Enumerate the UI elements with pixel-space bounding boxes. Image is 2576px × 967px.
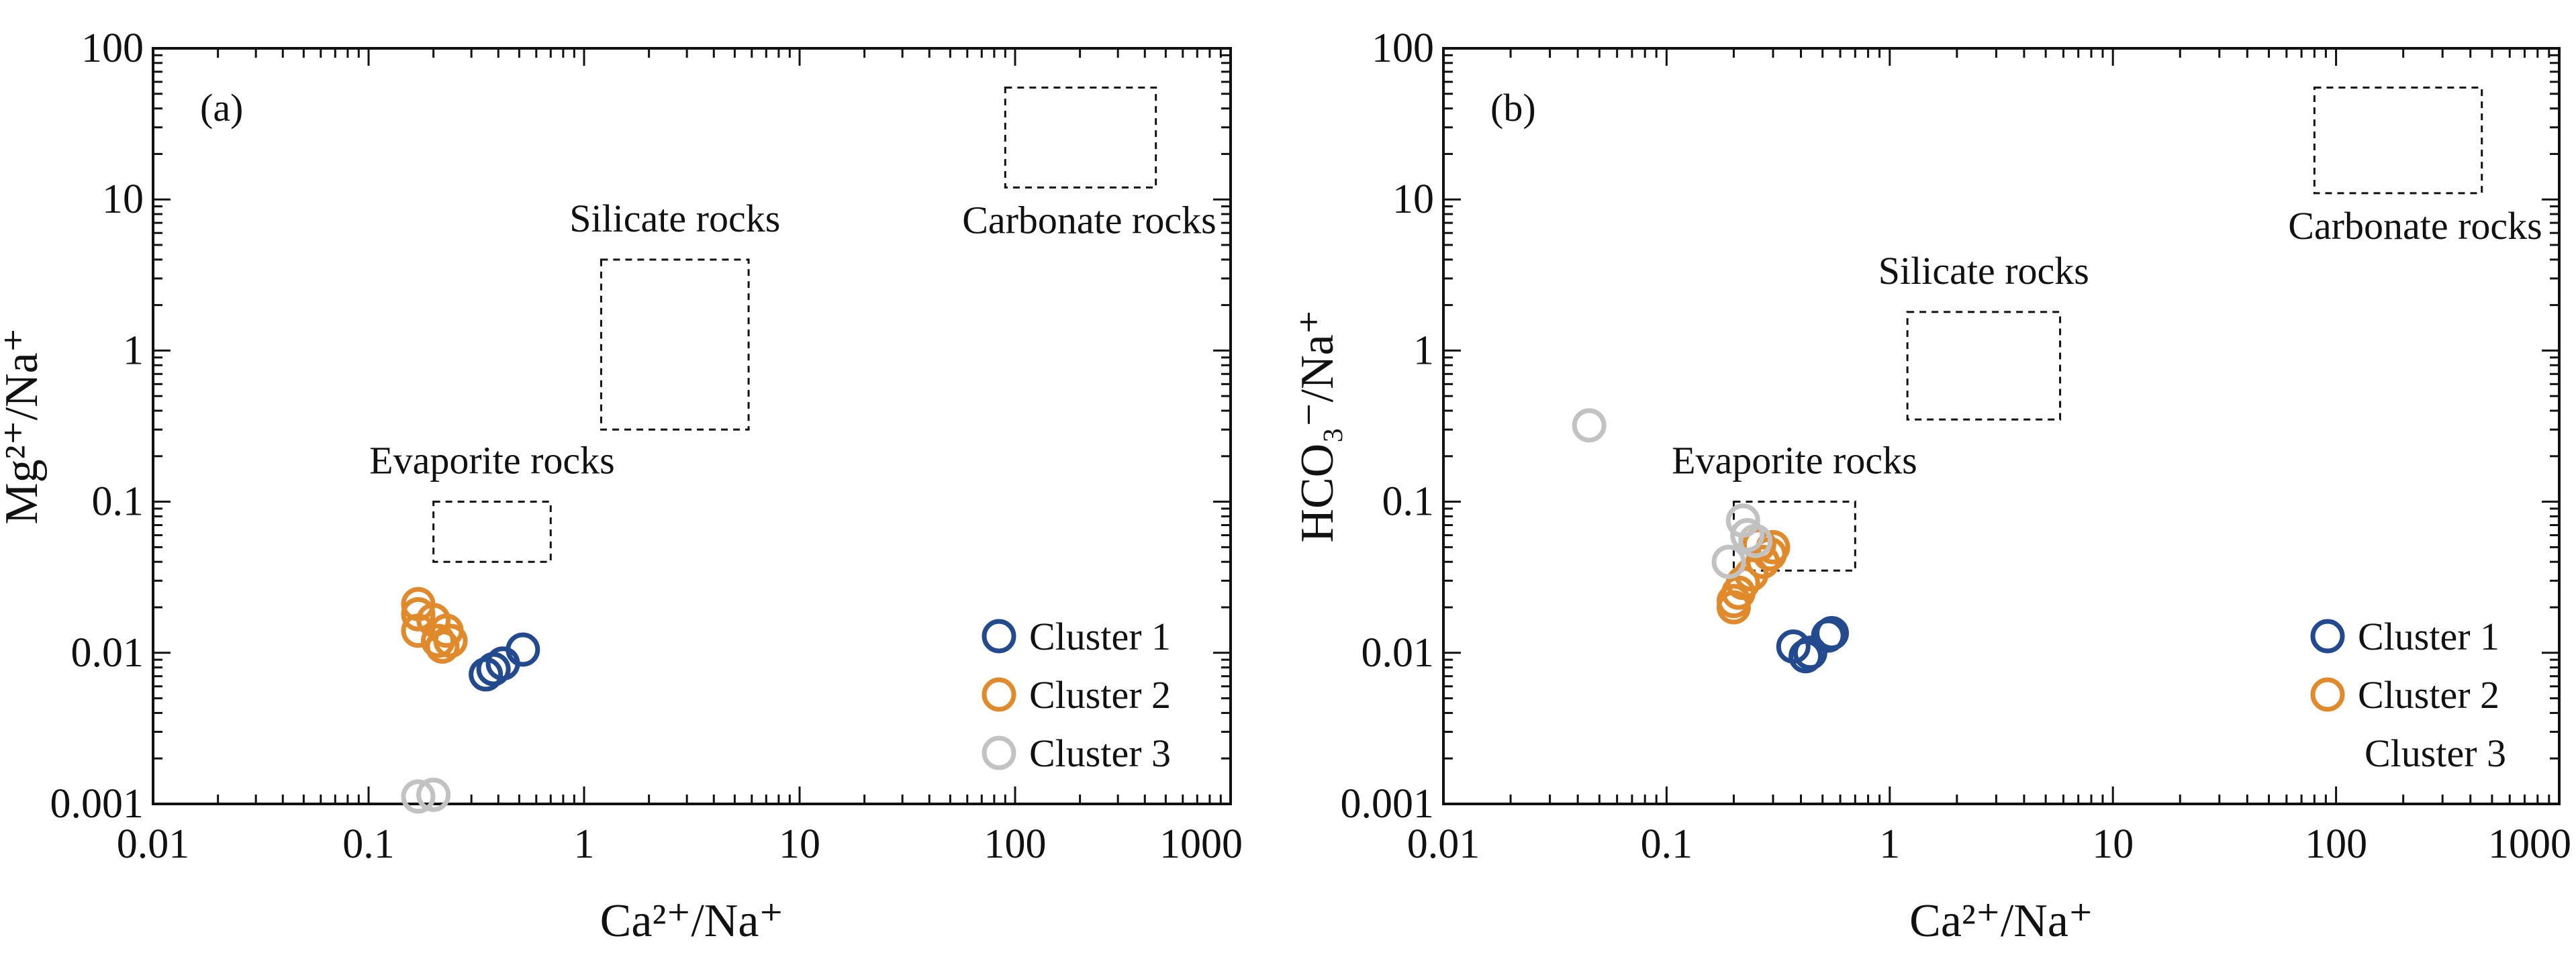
panel-b: 0.01 0.1 1 10 100 10000.0010.010.1110100Ca²⁺/… [1292, 26, 2571, 947]
y-tick-label: 10 [102, 176, 144, 222]
carbonate-rocks-label: Carbonate rocks [2288, 204, 2542, 248]
y-tick-label: 100 [81, 26, 144, 71]
x-tick-label: 10 [779, 821, 820, 867]
cluster-1-point [1793, 635, 1827, 670]
cluster-2-point [1716, 584, 1751, 619]
cluster-3-point [416, 777, 451, 812]
legend-cluster-3-label: Cluster 3 [1029, 731, 1171, 775]
x-tick-label: 1000 [1159, 821, 1243, 867]
x-tick-label: 1 [1879, 821, 1900, 867]
plot-frame-b [1442, 47, 2561, 805]
carbonate-rocks-box [1004, 86, 1157, 189]
plot-frame-a [152, 47, 1232, 805]
silicate-rocks-box [600, 258, 750, 431]
cluster-2-point [425, 629, 460, 664]
x-tick-label: 0.1 [342, 821, 395, 867]
cluster-3-point [1572, 408, 1607, 443]
cluster-1-point [506, 632, 540, 667]
cluster-2-point [433, 623, 468, 658]
x-axis-title: Ca²⁺/Na⁺ [600, 895, 784, 947]
x-axis-title: Ca²⁺/Na⁺ [1909, 895, 2093, 947]
y-tick-label: 0.01 [71, 630, 144, 676]
carbonate-rocks-box [2313, 86, 2483, 195]
cluster-1-point [1788, 639, 1823, 674]
legend-cluster-2-label: Cluster 2 [1029, 673, 1171, 717]
y-tick-label: 1 [1413, 327, 1434, 373]
cluster-2-point [420, 623, 455, 658]
panel-a: 0.01 0.1 1 10 100 10000.0010.010.1110100Ca²⁺/… [0, 26, 1243, 947]
y-tick-label: 0.001 [50, 781, 144, 827]
cluster-2-point [401, 597, 436, 631]
evaporite-rocks-box [432, 501, 552, 563]
x-tick-label: 0.1 [1641, 821, 1693, 867]
x-tick-label: 0.01 [117, 821, 190, 867]
x-tick-label: 0.01 [1407, 821, 1480, 867]
y-tick-label: 0.1 [1382, 479, 1435, 525]
legend-cluster-2-marker [982, 677, 1016, 712]
silicate-rocks-box [1906, 311, 2062, 421]
y-tick-label: 100 [1372, 26, 1434, 71]
cluster-3-point [1730, 518, 1765, 553]
y-axis-title: Mg²⁺/Na⁺ [0, 327, 48, 524]
legend-cluster-3-label: Cluster 3 [2365, 731, 2506, 775]
x-tick-label: 1 [574, 821, 595, 867]
y-tick-label: 0.001 [1341, 781, 1435, 827]
evaporite-rocks-box [1732, 501, 1856, 572]
y-tick-label: 0.1 [92, 479, 144, 525]
legend-cluster-3-marker [982, 735, 1016, 770]
y-axis-title: HCO₃⁻/Na⁺ [1292, 309, 1343, 542]
evaporite-rocks-label: Evaporite rocks [369, 439, 615, 482]
silicate-rocks-label: Silicate rocks [569, 197, 780, 240]
legend-cluster-1-label: Cluster 1 [2358, 615, 2499, 658]
y-tick-label: 10 [1392, 176, 1434, 222]
y-tick-label: 0.01 [1362, 630, 1435, 676]
cluster-3-point [1738, 523, 1773, 558]
cluster-1-point [1811, 618, 1846, 653]
cluster-3-point [401, 779, 436, 814]
x-tick-label: 100 [984, 821, 1047, 867]
evaporite-rocks-label: Evaporite rocks [1672, 439, 1917, 482]
carbonate-rocks-label: Carbonate rocks [962, 198, 1216, 242]
legend-cluster-1-marker [2310, 619, 2345, 654]
cluster-3-point [1711, 544, 1746, 579]
x-tick-label: 1000 [2488, 821, 2571, 867]
legend-cluster-1-marker [982, 619, 1016, 654]
cluster-1-point [469, 657, 504, 692]
x-tick-label: 100 [2305, 821, 2367, 867]
x-tick-label: 10 [2092, 821, 2134, 867]
panel-label: (a) [200, 86, 243, 130]
legend-cluster-1-label: Cluster 1 [1029, 615, 1171, 658]
legend-cluster-2-label: Cluster 2 [2358, 673, 2499, 717]
y-tick-label: 1 [123, 327, 144, 373]
panel-label: (b) [1490, 86, 1536, 130]
silicate-rocks-label: Silicate rocks [1878, 249, 2089, 293]
legend-cluster-2-marker [2310, 677, 2345, 712]
